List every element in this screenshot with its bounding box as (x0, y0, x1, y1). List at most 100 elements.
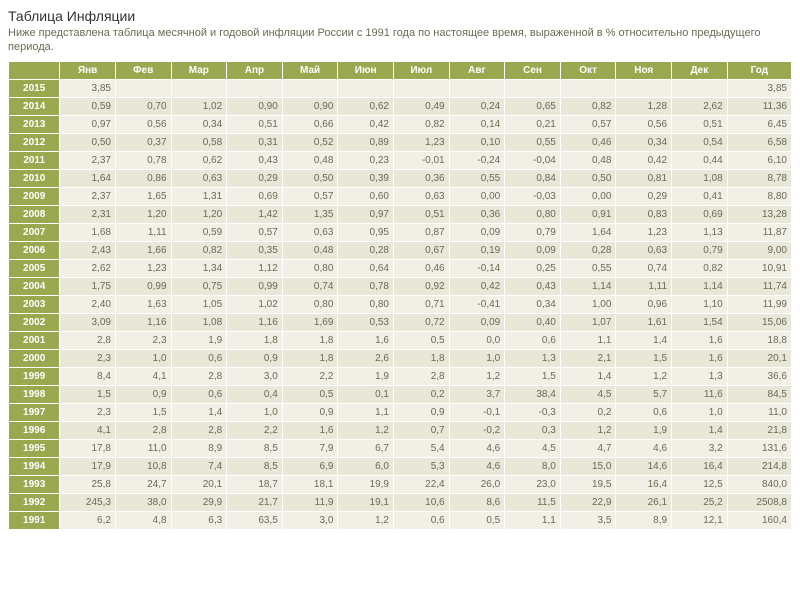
data-cell: 1,8 (394, 349, 450, 367)
data-cell: 0,55 (449, 169, 505, 187)
data-cell: 0,59 (171, 223, 227, 241)
data-cell: 0,35 (227, 241, 283, 259)
data-cell: 0,55 (560, 259, 616, 277)
data-cell: 1,64 (60, 169, 116, 187)
data-cell: 0,19 (449, 241, 505, 259)
data-cell: 1,6 (672, 331, 728, 349)
data-cell (505, 79, 561, 97)
data-cell: 3,85 (60, 79, 116, 97)
data-cell: 0,46 (394, 259, 450, 277)
data-cell: 0,95 (338, 223, 394, 241)
data-cell: 1,11 (616, 277, 672, 295)
data-cell: 1,3 (672, 367, 728, 385)
data-cell: 3,5 (560, 511, 616, 529)
data-cell: 1,8 (282, 349, 338, 367)
data-cell: 0,57 (282, 187, 338, 205)
column-header: Дек (672, 61, 728, 79)
table-row: 199517,811,08,98,57,96,75,44,64,54,74,63… (9, 439, 792, 457)
data-cell: 0,29 (227, 169, 283, 187)
data-cell: 2508,8 (727, 493, 791, 511)
data-cell: 0,2 (394, 385, 450, 403)
data-cell: 1,0 (672, 403, 728, 421)
data-cell: 0,25 (505, 259, 561, 277)
data-cell: 0,4 (227, 385, 283, 403)
data-cell: 0,5 (394, 331, 450, 349)
data-cell: 3,85 (727, 79, 791, 97)
data-cell: 0,63 (171, 169, 227, 187)
data-cell: 0,92 (394, 277, 450, 295)
data-cell: 19,9 (338, 475, 394, 493)
data-cell: -0,01 (394, 151, 450, 169)
table-row: 20071,681,110,590,570,630,950,870,090,79… (9, 223, 792, 241)
data-cell: -0,03 (505, 187, 561, 205)
data-cell: 2,37 (60, 151, 116, 169)
data-cell (672, 79, 728, 97)
data-cell: 0,90 (282, 97, 338, 115)
data-cell: 11,5 (505, 493, 561, 511)
year-cell: 1995 (9, 439, 60, 457)
data-cell: 1,2 (338, 511, 394, 529)
data-cell (227, 79, 283, 97)
data-cell: 5,7 (616, 385, 672, 403)
data-cell: 0,48 (282, 241, 338, 259)
data-cell: 8,80 (727, 187, 791, 205)
column-header: Окт (560, 61, 616, 79)
data-cell: 0,97 (338, 205, 394, 223)
data-cell (449, 79, 505, 97)
data-cell: 0,9 (227, 349, 283, 367)
data-cell: 6,7 (338, 439, 394, 457)
data-cell: 0,14 (449, 115, 505, 133)
data-cell: 0,9 (282, 403, 338, 421)
data-cell: 1,08 (672, 169, 728, 187)
data-cell: 0,43 (505, 277, 561, 295)
data-cell: 0,78 (115, 151, 171, 169)
data-cell: -0,04 (505, 151, 561, 169)
page-subtitle: Ниже представлена таблица месячной и год… (8, 26, 792, 55)
data-cell: 1,23 (616, 223, 672, 241)
data-cell: 23,0 (505, 475, 561, 493)
data-cell: 1,69 (282, 313, 338, 331)
column-header: Мар (171, 61, 227, 79)
data-cell: 0,36 (449, 205, 505, 223)
year-cell: 2002 (9, 313, 60, 331)
data-cell: 0,83 (616, 205, 672, 223)
table-row: 20092,371,651,310,690,570,600,630,00-0,0… (9, 187, 792, 205)
data-cell: 0,5 (449, 511, 505, 529)
data-cell: 12,1 (672, 511, 728, 529)
data-cell: 0,79 (672, 241, 728, 259)
data-cell: 2,3 (115, 331, 171, 349)
year-cell: 1992 (9, 493, 60, 511)
data-cell: -0,14 (449, 259, 505, 277)
data-cell: 1,31 (171, 187, 227, 205)
data-cell: 1,1 (560, 331, 616, 349)
data-cell: 0,42 (449, 277, 505, 295)
data-cell: 0,75 (171, 277, 227, 295)
data-cell: 0,57 (560, 115, 616, 133)
data-cell: 2,62 (672, 97, 728, 115)
data-cell: 8,78 (727, 169, 791, 187)
data-cell: 3,09 (60, 313, 116, 331)
data-cell: 5,4 (394, 439, 450, 457)
table-row: 1992245,338,029,921,711,919,110,68,611,5… (9, 493, 792, 511)
data-cell (616, 79, 672, 97)
data-cell: 4,1 (115, 367, 171, 385)
data-cell: 22,9 (560, 493, 616, 511)
data-cell: 0,28 (338, 241, 394, 259)
data-cell: 1,42 (227, 205, 283, 223)
data-cell: 18,7 (227, 475, 283, 493)
data-cell: 1,9 (616, 421, 672, 439)
data-cell: 11,99 (727, 295, 791, 313)
data-cell: 1,2 (338, 421, 394, 439)
data-cell: 8,6 (449, 493, 505, 511)
data-cell: 214,8 (727, 457, 791, 475)
data-cell: 0,65 (505, 97, 561, 115)
data-cell: 1,1 (505, 511, 561, 529)
data-cell: 4,8 (115, 511, 171, 529)
table-row: 19998,44,12,83,02,21,92,81,21,51,41,21,3… (9, 367, 792, 385)
data-cell: 6,2 (60, 511, 116, 529)
data-cell: 2,8 (171, 367, 227, 385)
data-cell: 0,7 (394, 421, 450, 439)
data-cell: 26,1 (616, 493, 672, 511)
table-row: 20140,590,701,020,900,900,620,490,240,65… (9, 97, 792, 115)
data-cell: 0,23 (338, 151, 394, 169)
